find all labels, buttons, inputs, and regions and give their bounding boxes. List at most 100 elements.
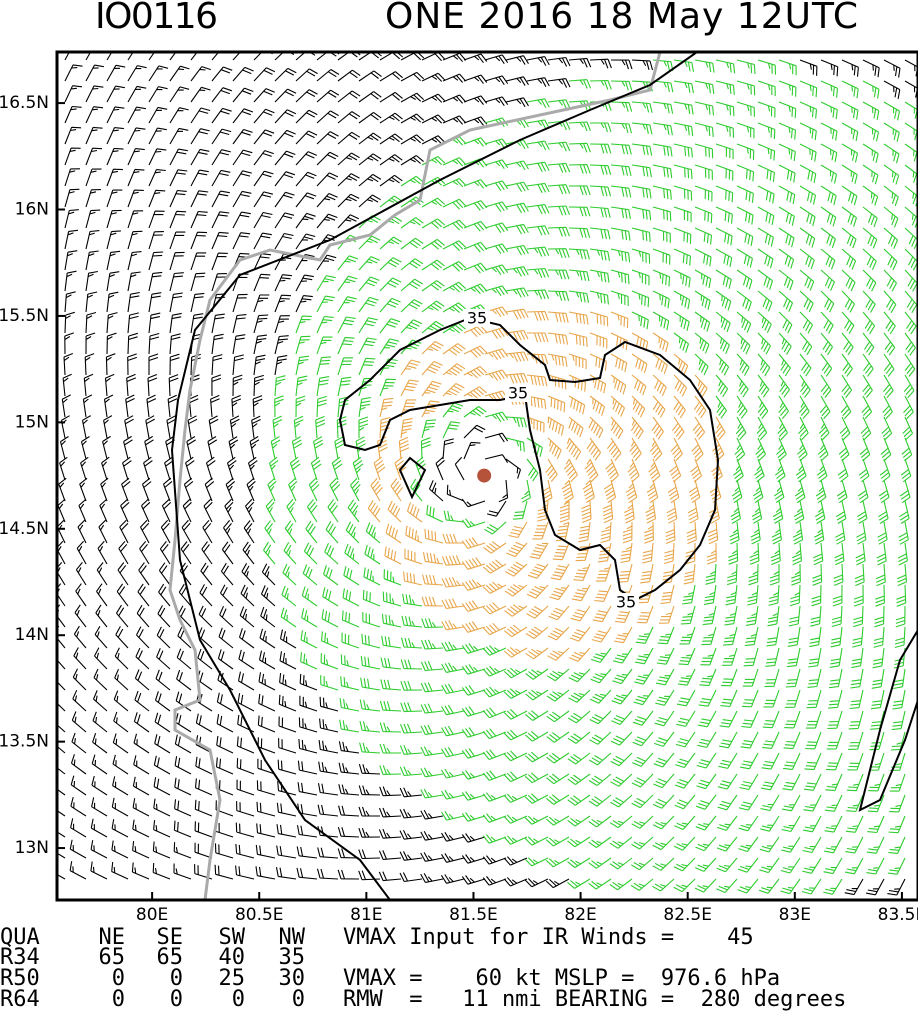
wind-barb [683, 563, 696, 585]
wind-barb [111, 797, 129, 817]
wind-barb [358, 173, 382, 187]
wind-barb [563, 458, 578, 483]
wind-barb [341, 610, 360, 628]
wind-barb [190, 252, 207, 271]
wind-barb [92, 733, 108, 754]
wind-barb [630, 878, 654, 891]
wind-barb [883, 185, 899, 207]
wind-barb [232, 108, 254, 124]
wind-barb [504, 583, 528, 597]
wind-barb [106, 127, 124, 145]
wind-barb [862, 80, 880, 99]
wind-barb [379, 765, 402, 775]
wind-barb [547, 353, 568, 367]
wind-barb [148, 148, 167, 166]
wind-barb [818, 416, 830, 441]
wind-barb [810, 605, 822, 627]
wind-barb [295, 315, 312, 334]
wind-barb [85, 168, 102, 187]
wind-barb [883, 332, 896, 356]
wind-barb [582, 479, 595, 503]
wind-barb [793, 500, 805, 524]
wind-barb [566, 437, 582, 461]
wind-barb [256, 780, 276, 796]
wind-barb [421, 156, 446, 166]
wind-barb [854, 563, 865, 587]
wind-barb [358, 91, 382, 103]
wind-barb [379, 112, 403, 124]
wind-barb [379, 91, 403, 103]
wind-barb [680, 605, 696, 625]
wind-barb [760, 794, 780, 812]
wind-barb [715, 80, 735, 95]
wind-barb [484, 159, 509, 170]
wind-barb [904, 185, 918, 207]
wind-barb [547, 78, 571, 88]
wind-barb [300, 652, 318, 670]
wind-barb [299, 695, 318, 712]
wind-barb [658, 605, 675, 624]
wind-barb [851, 647, 864, 669]
wind-barb [199, 584, 213, 607]
wind-barb [188, 394, 199, 418]
wind-barb [178, 605, 192, 628]
wind-barb [652, 815, 675, 830]
wind-barb [568, 395, 586, 415]
wind-barb [103, 394, 114, 418]
wind-barb [482, 855, 507, 865]
wind-barb [505, 244, 529, 256]
wind-barb [757, 269, 774, 290]
wind-barb [399, 851, 423, 861]
wind-barb [219, 605, 234, 628]
wind-barb [757, 227, 774, 247]
labels: 35 35 35 [464, 309, 639, 612]
wind-barb [148, 210, 165, 229]
wind-barb [380, 679, 402, 691]
wind-barb [210, 394, 220, 418]
wind-barb [316, 295, 335, 313]
wind-barb [724, 605, 738, 626]
wind-barb [722, 647, 738, 666]
wind-barb [883, 59, 901, 78]
wind-barb [673, 122, 694, 137]
wind-barb [673, 311, 690, 332]
wind-barb [295, 130, 318, 145]
wind-barb [441, 747, 465, 758]
wind-barb [461, 748, 486, 759]
wind-barb [190, 128, 210, 145]
wind-barb [71, 711, 87, 733]
wind-barb [85, 147, 103, 166]
wind-barb [185, 456, 195, 481]
wind-barb [289, 456, 301, 481]
wind-barb [862, 353, 874, 377]
wind-barb [69, 861, 87, 880]
wind-barb [211, 128, 232, 145]
wind-barb [127, 106, 146, 124]
wind-barb [463, 386, 487, 399]
wind-barb [274, 335, 289, 355]
wind-barb [795, 458, 807, 483]
wind-barb [91, 754, 108, 775]
wind-barb [380, 657, 402, 670]
wind-barb [591, 626, 612, 643]
wind-barb [442, 533, 464, 544]
wind-barb [484, 369, 509, 382]
wind-barb [738, 836, 759, 853]
wind-barb [342, 588, 360, 607]
wind-barb [482, 792, 507, 802]
wind-barb [338, 762, 360, 775]
wind-barb [841, 269, 856, 292]
wind-barb [561, 479, 574, 503]
wind-barb [754, 458, 765, 483]
wind-barb [421, 135, 446, 145]
wind-barb [115, 626, 129, 649]
wind-barb [904, 122, 918, 143]
wind-barb [232, 354, 244, 376]
wind-barb [778, 290, 794, 312]
wind-barb [584, 458, 599, 483]
wind-barb [594, 584, 612, 602]
wind-barb [631, 248, 651, 264]
x-tick-label: 83.5E [878, 905, 918, 925]
wind-barb [316, 151, 339, 166]
wind-barb [698, 689, 717, 707]
